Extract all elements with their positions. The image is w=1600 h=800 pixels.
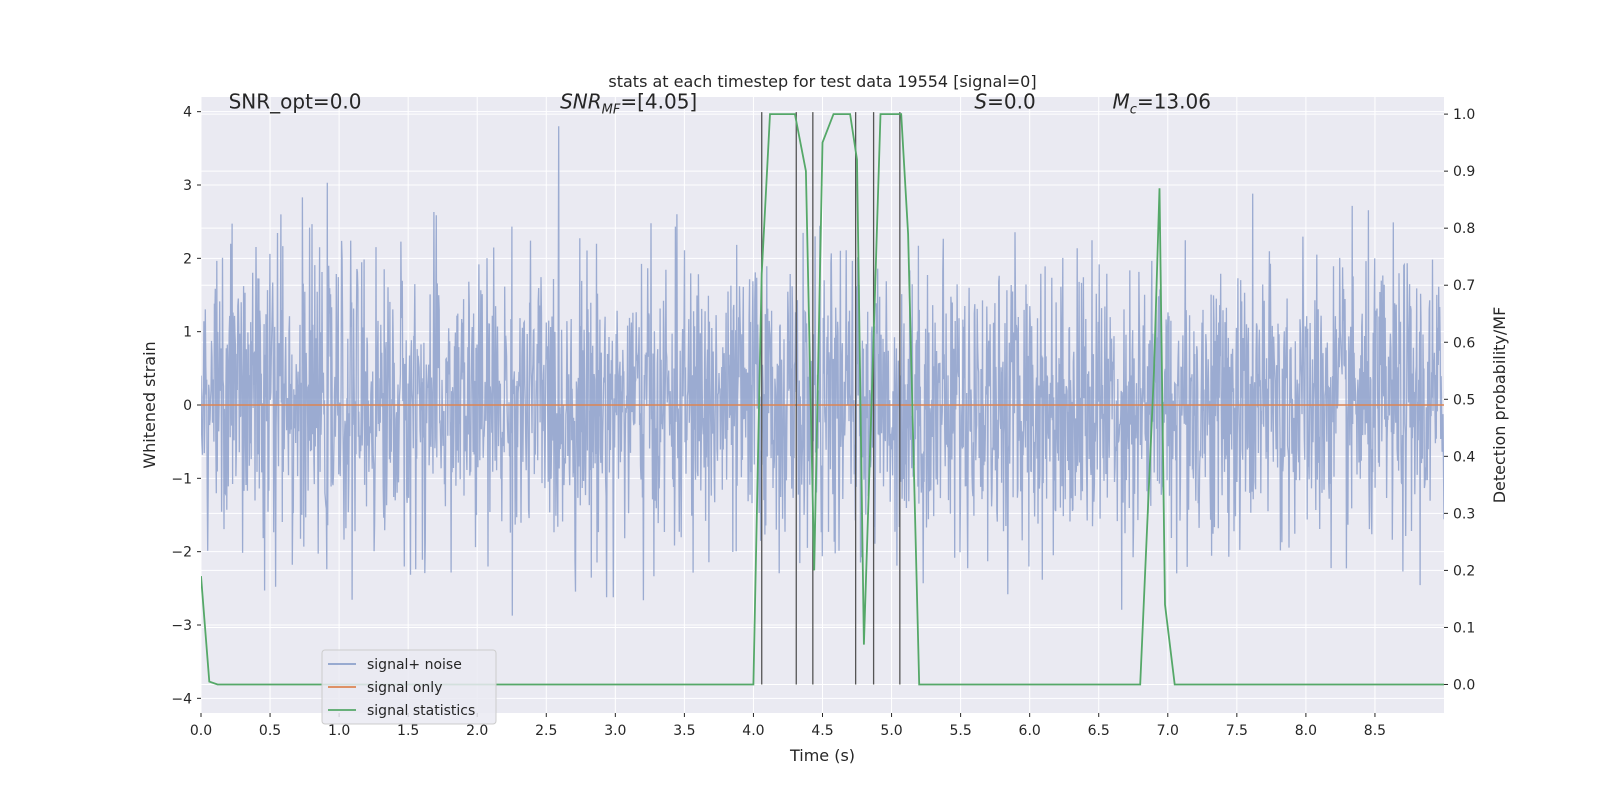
annotation-s: S=0.0	[974, 89, 1035, 113]
y-left-tick-label: −4	[171, 691, 192, 707]
y-right-axis-label: Detection probability/MF	[1490, 307, 1509, 504]
y-right-tick-label: 0.9	[1453, 164, 1475, 180]
y-left-tick-label: 1	[183, 325, 192, 341]
signal-noise-line	[201, 126, 1444, 616]
x-tick-label: 4.5	[811, 723, 833, 739]
x-tick-label: 3.5	[673, 723, 695, 739]
y-right-tick-label: 0.5	[1453, 392, 1475, 408]
x-tick-label: 0.5	[259, 723, 281, 739]
y-right-tick-label: 0.8	[1453, 221, 1475, 237]
annotation-snr-opt: SNR_opt=0.0	[229, 89, 362, 113]
x-tick-label: 6.0	[1019, 723, 1041, 739]
x-tick-label: 2.0	[466, 723, 488, 739]
x-tick-label: 5.0	[880, 723, 902, 739]
signal-statistics-series	[201, 113, 1444, 686]
x-tick-label: 8.0	[1295, 723, 1317, 739]
y-right-tick-label: 0.4	[1453, 449, 1475, 465]
y-right-tick-label: 0.6	[1453, 335, 1475, 351]
x-tick-label: 3.0	[604, 723, 626, 739]
x-tick-label: 7.5	[1226, 723, 1248, 739]
y-left-tick-label: 3	[183, 178, 192, 194]
y-right-tick-label: 0.1	[1453, 620, 1475, 636]
x-tick-label: 7.0	[1157, 723, 1179, 739]
y-right-tick-label: 1.0	[1453, 107, 1475, 123]
x-tick-label: 0.0	[190, 723, 212, 739]
x-tick-label: 2.5	[535, 723, 557, 739]
y-left-axis-label: Whitened strain	[140, 341, 159, 468]
y-left-axis-ticks: −4 −3 −2 −1 0 1 2 3 4	[171, 105, 201, 707]
y-right-axis-ticks: 0.0 0.1 0.2 0.3 0.4 0.5 0.6 0.7 0.8 0.9 1.0	[1444, 107, 1475, 693]
annotation-snr-mf: SNRMF=[4.05]	[560, 89, 697, 117]
y-left-tick-label: −3	[171, 618, 192, 634]
x-tick-label: 4.0	[742, 723, 764, 739]
chart-title: stats at each timestep for test data 195…	[608, 72, 1036, 91]
y-right-tick-label: 0.3	[1453, 506, 1475, 522]
y-left-tick-label: −1	[171, 471, 192, 487]
x-tick-label: 1.5	[397, 723, 419, 739]
legend-label: signal statistics	[367, 703, 475, 719]
x-tick-label: 5.5	[949, 723, 971, 739]
annotations: SNR_opt=0.0 SNRMF=[4.05] S=0.0 Mc=13.06	[229, 89, 1211, 117]
x-tick-label: 8.5	[1364, 723, 1386, 739]
y-right-tick-label: 0.7	[1453, 278, 1475, 294]
y-left-tick-label: −2	[171, 545, 192, 561]
x-axis-label: Time (s)	[789, 746, 855, 765]
y-right-tick-label: 0.2	[1453, 563, 1475, 579]
x-axis-ticks: 0.0 0.5 1.0 1.5 2.0 2.5 3.0 3.5 4.0 4.5 5.0 5.5 6.0 6…	[190, 713, 1386, 739]
legend-label: signal+ noise	[367, 657, 462, 673]
legend-label: signal only	[367, 680, 442, 696]
x-tick-label: 1.0	[328, 723, 350, 739]
signal-noise-series	[201, 126, 1444, 616]
y-right-tick-label: 0.0	[1453, 677, 1475, 693]
legend-box	[321, 649, 497, 725]
annotation-mc: Mc=13.06	[1113, 89, 1211, 117]
y-left-tick-label: 4	[183, 105, 192, 121]
y-left-tick-label: 0	[183, 398, 192, 414]
signal-statistics-line	[201, 113, 1444, 686]
legend: signal+ noise signal only signal statistic…	[321, 649, 497, 725]
vertical-markers	[761, 112, 901, 685]
y-left-tick-label: 2	[183, 251, 192, 267]
x-tick-label: 6.5	[1088, 723, 1110, 739]
